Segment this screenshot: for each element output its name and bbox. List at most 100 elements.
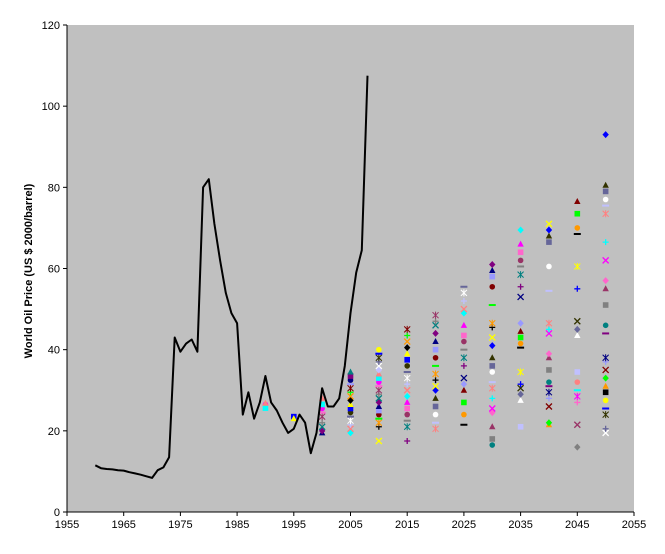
scenario-point (517, 368, 524, 376)
scenario-point (574, 331, 581, 338)
scenario-point (404, 363, 411, 369)
scenario-point (546, 367, 552, 373)
scenario-point (545, 226, 553, 234)
scenario-point (403, 423, 411, 431)
scenario-point (517, 226, 524, 234)
scenario-point (460, 354, 468, 362)
y-axis-title: World Oil Price (US $ 2000/barrel) (23, 183, 35, 358)
y-tick-label: 40 (48, 345, 60, 357)
scenario-point (517, 390, 524, 398)
x-tick-label: 2025 (452, 519, 476, 531)
x-tick-label: 1965 (111, 519, 135, 531)
scenario-point (404, 398, 411, 405)
scenario-point (517, 319, 524, 327)
scenario-point (517, 249, 524, 256)
scenario-point (432, 394, 439, 401)
scenario-point (517, 381, 524, 388)
scenario-point (602, 411, 610, 419)
scenario-point (347, 392, 354, 400)
scenario-point (432, 403, 439, 410)
scenario-point (517, 271, 524, 279)
scenario-point (460, 305, 468, 313)
scenario-point (461, 332, 467, 339)
scenario-point (573, 317, 581, 325)
scenario-point (573, 421, 581, 429)
scenario-point (489, 442, 496, 448)
scenario-point (375, 386, 383, 394)
x-tick-label: 2045 (565, 519, 589, 531)
scenario-point (460, 386, 468, 393)
scenario-point (432, 311, 439, 319)
scenario-point (489, 260, 496, 268)
scenario-point (432, 425, 439, 433)
x-tick-label: 2055 (622, 519, 646, 531)
scenario-point (347, 368, 354, 375)
scenario-point (375, 437, 383, 445)
scenario-point (375, 362, 383, 370)
scenario-point (573, 392, 581, 400)
scenario-point (545, 350, 553, 358)
scenario-point (376, 346, 382, 353)
scenario-point (404, 405, 410, 412)
scenario-point (602, 382, 609, 389)
scenario-point (602, 239, 609, 246)
scenario-point (602, 429, 610, 437)
scenario-point (375, 394, 383, 402)
scenario-point (602, 366, 610, 374)
scenario-point (545, 388, 553, 396)
scenario-point (602, 256, 610, 264)
scenario-point (489, 369, 496, 375)
x-tick-label: 1955 (55, 519, 79, 531)
scenario-point (602, 181, 609, 188)
scenario-point (375, 354, 383, 362)
scenario-point (602, 397, 609, 404)
scenario-point (602, 389, 609, 396)
scenario-point (574, 198, 581, 205)
scenario-point (347, 425, 354, 433)
scenario-point (319, 401, 325, 408)
scenario-point (461, 399, 467, 406)
scenario-point (432, 346, 439, 353)
scenario-point (375, 419, 383, 427)
scenario-point (574, 285, 581, 292)
x-tick-label: 2015 (395, 519, 419, 531)
scenario-point (489, 267, 496, 274)
y-tick-label: 60 (48, 264, 60, 276)
scenario-point (574, 443, 581, 451)
x-tick-label: 1975 (168, 519, 192, 531)
y-tick-label: 0 (54, 507, 60, 519)
scenario-point (545, 419, 553, 427)
x-tick-label: 2035 (508, 519, 532, 531)
scenario-point (574, 379, 581, 385)
scenario-point (404, 411, 411, 418)
scenario-point (318, 423, 326, 431)
scenario-point (489, 395, 496, 402)
y-tick-label: 80 (48, 182, 60, 194)
scenario-point (602, 196, 609, 203)
scenario-point (545, 329, 553, 337)
scenario-point (574, 399, 581, 406)
scenario-point (460, 374, 468, 382)
scenario-markers (262, 131, 610, 451)
scenario-point (347, 384, 354, 392)
scenario-point (517, 283, 524, 290)
scenario-point (602, 425, 609, 432)
scenario-point (404, 437, 411, 444)
scenario-point (602, 188, 609, 195)
x-axis-ticks: 1955 1965 1975 1985 1995 2005 2015 2025 2035 2045… (55, 512, 646, 531)
scenario-point (574, 225, 581, 231)
scenario-point (574, 210, 581, 217)
scenario-point (404, 381, 411, 388)
scenario-point (347, 373, 354, 379)
scenario-point (517, 384, 525, 392)
scenario-point (602, 285, 609, 292)
scenario-point (545, 326, 552, 333)
scenario-point (489, 423, 496, 430)
scenario-point (517, 240, 524, 247)
scenario-point (460, 362, 467, 369)
scenario-point (573, 262, 581, 270)
scenario-point (375, 402, 383, 409)
scenario-point (545, 395, 552, 402)
scenario-point (574, 369, 581, 375)
